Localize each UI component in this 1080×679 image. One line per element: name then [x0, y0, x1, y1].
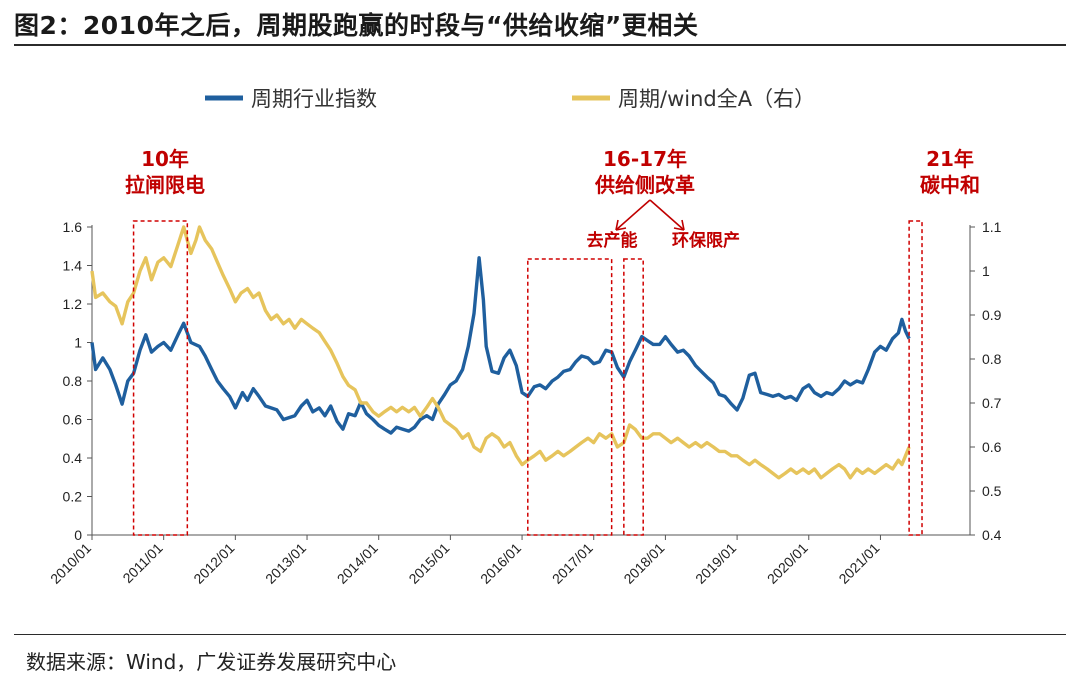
annotation-2016-event: 供给侧改革: [594, 173, 695, 197]
y-left-tick-label: 0.8: [63, 373, 83, 389]
y-left-tick-label: 0.2: [63, 489, 83, 505]
x-tick-label: 2012/01: [190, 540, 237, 587]
y-left-tick-label: 0.6: [63, 412, 83, 428]
y-right-tick-label: 0.9: [982, 307, 1002, 323]
annotation-2021-event: 碳中和: [920, 173, 980, 197]
source-note: 数据来源：Wind，广发证券发展研究中心: [26, 650, 397, 674]
annotation-arrows: [615, 199, 685, 231]
source-divider: [14, 634, 1066, 635]
x-tick-label: 2016/01: [477, 540, 524, 587]
arrow-to-env-limit: [649, 199, 685, 231]
y-right-tick-label: 1: [982, 263, 990, 279]
highlight-period-box: [132, 220, 189, 536]
chart: 周期行业指数 周期/wind全A（右） 10年 拉闸限电 16-17年 供给侧改…: [47, 87, 1002, 587]
annotation-2010-event: 拉闸限电: [125, 173, 205, 197]
annotation-2010-year: 10年: [141, 147, 189, 171]
arrowhead-env-limit: [673, 219, 685, 231]
y-right-tick-label: 0.5: [982, 483, 1002, 499]
y-right-tick-label: 0.4: [982, 527, 1002, 543]
title-underline: [14, 44, 1066, 46]
x-tick-label: 2017/01: [549, 540, 596, 587]
x-tick-label: 2011/01: [119, 540, 166, 587]
y-right-tick-label: 0.7: [982, 395, 1002, 411]
legend-label-cyclical-ratio: 周期/wind全A（右）: [618, 87, 815, 111]
y-left-tick-label: 1.6: [63, 219, 83, 235]
plot-area: 0 0.2 0.4 0.6 0.8 1 1.2 1.4 1.6 0.4 0.5 0.6 0.7 0.8 0.…: [47, 219, 1002, 587]
legend-label-cyclical-index: 周期行业指数: [251, 87, 377, 111]
annotation-capacity-cut: 去产能: [587, 230, 638, 251]
x-tick-label: 2010/01: [47, 540, 94, 587]
annotation-2021-year: 21年: [926, 147, 974, 171]
highlight-period-box: [908, 220, 923, 536]
x-tick-label: 2013/01: [262, 540, 309, 587]
y-right-tick-label: 0.6: [982, 439, 1002, 455]
x-tick-label: 2019/01: [692, 540, 739, 587]
legend: 周期行业指数 周期/wind全A（右）: [205, 87, 815, 111]
x-tick-label: 2020/01: [764, 540, 811, 587]
y-left-tick-label: 1.4: [63, 258, 83, 274]
page-title: 图2：2010年之后，周期股跑赢的时段与“供给收缩”更相关: [14, 11, 699, 40]
x-tick-label: 2014/01: [334, 540, 381, 587]
highlight-period-box: [623, 258, 644, 536]
y-right-tick-label: 0.8: [982, 351, 1002, 367]
y-right-tick-label: 1.1: [982, 219, 1002, 235]
series-line-cyclical-ratio: [90, 225, 911, 480]
y-left-tick-label: 0.4: [63, 450, 83, 466]
y-left-tick-label: 1: [74, 335, 82, 351]
x-tick-label: 2018/01: [620, 540, 667, 587]
x-tick-label: 2015/01: [405, 540, 452, 587]
y-left-tick-label: 0: [74, 527, 82, 543]
x-tick-label: 2021/01: [835, 540, 882, 587]
annotation-env-limit: 环保限产: [672, 230, 740, 251]
arrow-to-capacity-cut: [615, 199, 651, 231]
arrowhead-capacity-cut: [615, 219, 627, 231]
annotation-2016-year: 16-17年: [603, 147, 687, 171]
y-left-tick-label: 1.2: [63, 296, 83, 312]
series-line-cyclical-index: [90, 256, 911, 435]
highlight-period-box: [527, 258, 613, 536]
